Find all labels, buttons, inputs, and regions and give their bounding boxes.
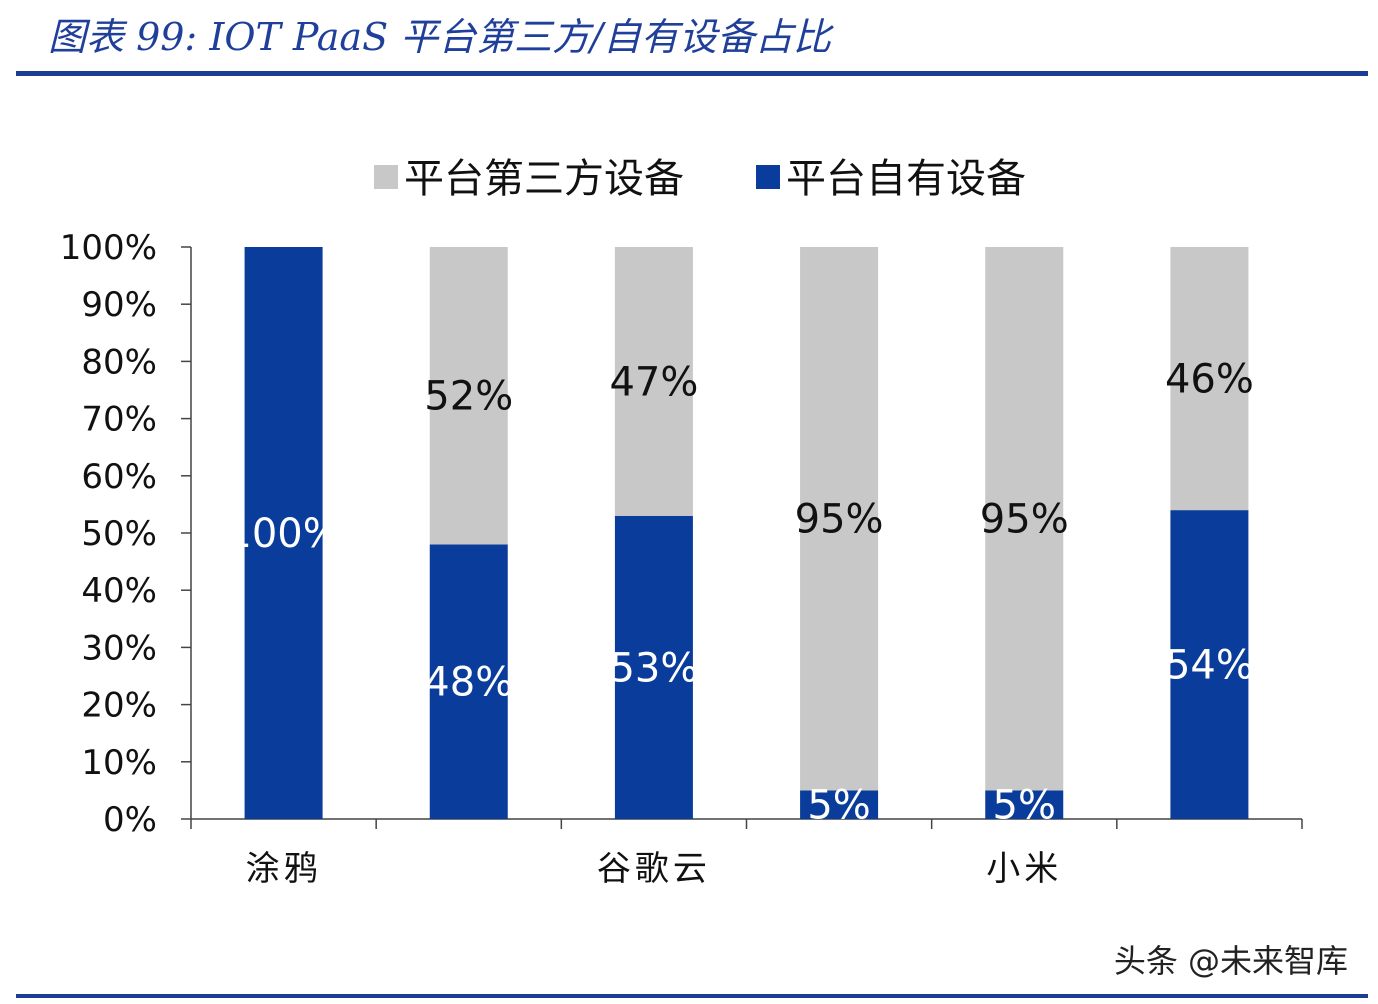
y-tick-label: 90% <box>81 285 157 325</box>
y-tick-label: 60% <box>81 457 157 497</box>
bar-own-1 <box>429 544 508 819</box>
bar-own-2 <box>614 515 693 819</box>
y-tick-label: 40% <box>81 571 157 611</box>
data-label-own-0: 100% <box>226 511 340 557</box>
bar-own-4 <box>985 790 1064 819</box>
top-rule <box>16 71 1368 76</box>
y-tick-label: 70% <box>81 400 157 440</box>
bar-third-party-3 <box>800 247 879 791</box>
y-tick-label: 50% <box>81 514 157 554</box>
data-label-own-3: 5% <box>807 783 870 829</box>
legend-label-own: 平台自有设备 <box>786 156 1026 202</box>
y-tick-label: 10% <box>81 743 157 783</box>
data-label-third-party-2: 47% <box>609 359 698 405</box>
legend-swatch-third-party <box>374 165 398 189</box>
bar-third-party-2 <box>614 247 693 516</box>
bar-third-party-4 <box>985 247 1064 791</box>
data-label-own-1: 48% <box>424 660 513 706</box>
bar-own-0 <box>244 247 323 819</box>
bar-third-party-5 <box>1170 247 1249 511</box>
data-label-third-party-3: 95% <box>795 497 884 543</box>
bar-own-5 <box>1170 510 1249 819</box>
bar-third-party-1 <box>429 247 508 545</box>
data-label-own-2: 53% <box>609 645 698 691</box>
figure-title: 图表 99: IOT PaaS 平台第三方/自有设备占比 <box>48 15 831 59</box>
x-category-label: 小米 <box>986 849 1062 889</box>
x-category-label: 涂鸦 <box>246 849 322 889</box>
y-tick-label: 80% <box>81 342 157 382</box>
data-label-own-5: 54% <box>1165 643 1254 689</box>
legend-swatch-own <box>756 165 780 189</box>
data-label-own-4: 5% <box>993 783 1056 829</box>
data-label-third-party-1: 52% <box>424 374 513 420</box>
data-label-third-party-4: 95% <box>980 497 1069 543</box>
y-tick-label: 30% <box>81 628 157 668</box>
data-label-third-party-5: 46% <box>1165 357 1254 403</box>
bottom-rule <box>16 994 1368 998</box>
watermark: 头条 @未来智库 <box>1113 942 1348 980</box>
legend-label-third-party: 平台第三方设备 <box>404 156 684 202</box>
bar-own-3 <box>800 790 879 819</box>
y-tick-label: 0% <box>103 800 157 840</box>
y-tick-label: 20% <box>81 686 157 726</box>
y-tick-label: 100% <box>60 228 157 268</box>
x-category-label: 谷歌云 <box>597 849 711 889</box>
